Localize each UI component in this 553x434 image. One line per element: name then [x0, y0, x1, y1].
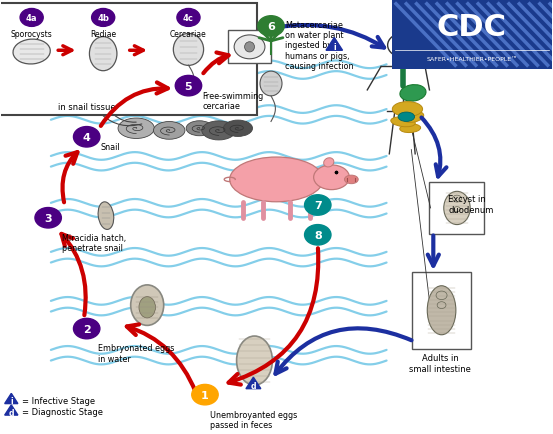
FancyBboxPatch shape — [392, 1, 551, 69]
Ellipse shape — [314, 165, 349, 190]
Text: 6: 6 — [267, 22, 275, 32]
Circle shape — [74, 127, 100, 148]
Text: Sporocysts: Sporocysts — [11, 30, 53, 39]
Ellipse shape — [154, 122, 185, 140]
Polygon shape — [4, 405, 18, 415]
Ellipse shape — [402, 112, 424, 123]
Circle shape — [177, 10, 200, 27]
Polygon shape — [4, 394, 18, 404]
Text: Excyst in
duodenum: Excyst in duodenum — [448, 195, 493, 214]
Ellipse shape — [229, 158, 324, 202]
Ellipse shape — [118, 119, 154, 139]
FancyBboxPatch shape — [0, 3, 257, 116]
Text: 2: 2 — [83, 324, 91, 334]
Text: 7: 7 — [314, 201, 322, 210]
Polygon shape — [246, 377, 261, 389]
Text: 3: 3 — [44, 213, 52, 223]
Text: i: i — [10, 396, 13, 405]
Ellipse shape — [392, 102, 422, 117]
Polygon shape — [326, 38, 342, 51]
Ellipse shape — [173, 34, 204, 66]
Circle shape — [92, 10, 114, 27]
Text: Free-swimming
cercariae: Free-swimming cercariae — [202, 92, 263, 111]
Text: 4b: 4b — [97, 14, 109, 23]
Circle shape — [35, 208, 61, 228]
Circle shape — [305, 225, 331, 246]
Ellipse shape — [98, 202, 114, 230]
Ellipse shape — [427, 286, 456, 335]
Ellipse shape — [400, 85, 426, 102]
Text: Snail: Snail — [101, 142, 120, 151]
Ellipse shape — [244, 43, 254, 53]
Ellipse shape — [13, 40, 50, 65]
Text: d: d — [251, 381, 256, 390]
Ellipse shape — [131, 285, 164, 326]
Text: Miracidia hatch,
penetrate snail: Miracidia hatch, penetrate snail — [62, 233, 126, 253]
Ellipse shape — [398, 113, 415, 122]
Ellipse shape — [400, 125, 421, 133]
Text: CDC: CDC — [437, 13, 507, 42]
Text: 4a: 4a — [26, 14, 38, 23]
Text: Rediae: Rediae — [90, 30, 116, 39]
Text: 5: 5 — [185, 82, 192, 92]
Text: Metacercariae
on water plant
ingested by
humans or pigs,
causing infection: Metacercariae on water plant ingested by… — [285, 20, 353, 71]
Circle shape — [74, 319, 100, 339]
Text: SAFER•HEALTHIER•PEOPLE™: SAFER•HEALTHIER•PEOPLE™ — [426, 57, 518, 62]
Text: = Infective Stage: = Infective Stage — [22, 396, 96, 405]
Circle shape — [305, 195, 331, 216]
FancyBboxPatch shape — [228, 31, 271, 64]
Text: 1: 1 — [201, 390, 209, 400]
Text: Adults in
small intestine: Adults in small intestine — [409, 353, 471, 373]
Text: 8: 8 — [314, 230, 322, 240]
Text: = Diagnostic Stage: = Diagnostic Stage — [22, 407, 103, 416]
Circle shape — [20, 10, 43, 27]
Circle shape — [258, 16, 284, 37]
Ellipse shape — [345, 176, 358, 184]
Ellipse shape — [237, 336, 273, 385]
Text: 4: 4 — [83, 132, 91, 142]
Text: Embryonated eggs
in water: Embryonated eggs in water — [98, 344, 174, 363]
Circle shape — [175, 76, 202, 97]
Ellipse shape — [223, 121, 253, 137]
FancyBboxPatch shape — [429, 183, 484, 234]
Ellipse shape — [90, 37, 117, 72]
Text: 4c: 4c — [183, 14, 194, 23]
Ellipse shape — [186, 122, 213, 136]
Ellipse shape — [139, 297, 155, 318]
Text: in snail tissue: in snail tissue — [58, 103, 116, 112]
Ellipse shape — [202, 122, 236, 141]
Text: d: d — [8, 408, 14, 417]
Ellipse shape — [391, 118, 415, 128]
Text: i: i — [333, 43, 336, 52]
Text: Cercariae: Cercariae — [170, 30, 207, 39]
FancyBboxPatch shape — [413, 272, 471, 349]
Ellipse shape — [444, 192, 470, 225]
Circle shape — [234, 36, 265, 59]
Ellipse shape — [260, 72, 282, 97]
Circle shape — [192, 385, 218, 405]
Ellipse shape — [324, 158, 334, 168]
Text: Unembroyanted eggs
passed in feces: Unembroyanted eggs passed in feces — [211, 410, 298, 429]
